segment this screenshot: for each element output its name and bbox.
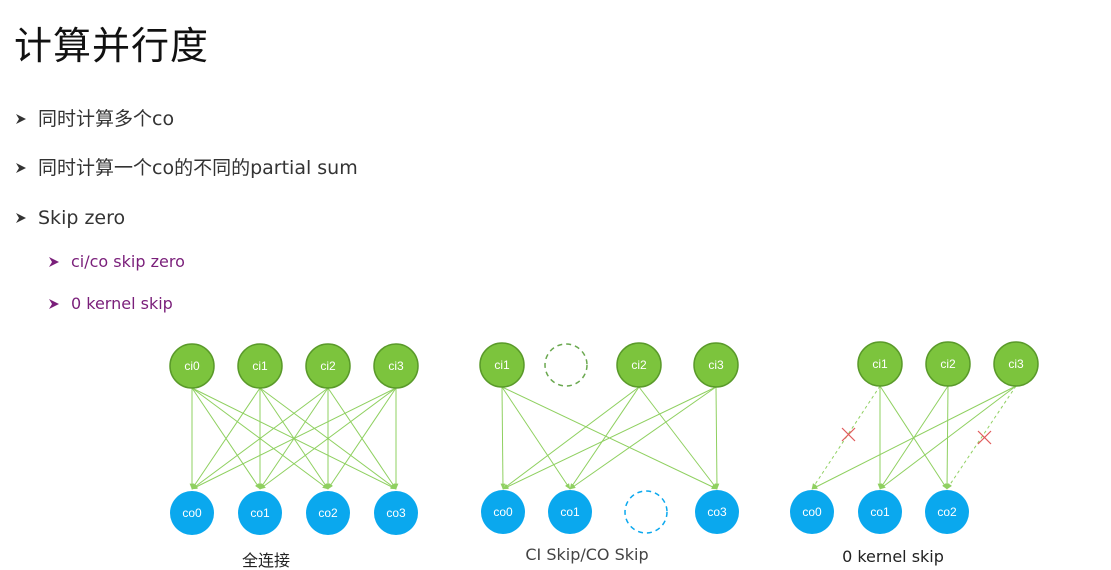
ci-node-skipped (544, 343, 588, 387)
co-node: co1 (238, 491, 282, 535)
node-label: co2 (937, 505, 957, 519)
bullet-item: 同时计算多个co (14, 106, 174, 132)
node-label: co2 (318, 506, 338, 520)
bullet-item: Skip zero (14, 205, 125, 231)
ci-node: ci1 (479, 342, 525, 388)
node-label: ci3 (388, 359, 404, 373)
node-label: co3 (707, 505, 727, 519)
diagram-zero-kernel-skip: ci1 ci2 ci3 co0 co1 co2 0 kernel skip (790, 341, 1039, 566)
co-node: co2 (925, 490, 969, 534)
ci-node: ci3 (693, 342, 739, 388)
arrow-bullet-icon (49, 299, 59, 309)
diagram-full-connect: ci0 ci1 ci2 ci3 co0 co1 co2 co3 (169, 343, 419, 570)
ci-node: ci2 (305, 343, 351, 389)
node-label: co0 (493, 505, 513, 519)
node-label: co0 (182, 506, 202, 520)
node-label: ci2 (940, 357, 956, 371)
skip-x-icon (977, 430, 992, 445)
bullet-text: 同时计算一个co的不同的partial sum (38, 157, 358, 179)
node-label: ci1 (872, 357, 888, 371)
diagram-caption: CI Skip/CO Skip (525, 545, 648, 564)
sub-bullet-item: 0 kernel skip (48, 293, 173, 315)
ci-node: ci1 (857, 341, 903, 387)
co-node: co1 (858, 490, 902, 534)
node-label: ci1 (252, 359, 268, 373)
node-label: co3 (386, 506, 406, 520)
bullet-text: Skip zero (38, 207, 126, 229)
sub-bullet-text: 0 kernel skip (71, 294, 173, 313)
slide-title: 计算并行度 (14, 24, 210, 68)
node-label: co0 (802, 505, 822, 519)
node-label: co1 (870, 505, 890, 519)
bullet-text: 同时计算多个co (38, 108, 175, 130)
ci-node: ci1 (237, 343, 283, 389)
ci-node: ci2 (616, 342, 662, 388)
sub-bullet-item: ci/co skip zero (48, 251, 185, 273)
ci-node: ci0 (169, 343, 215, 389)
arrow-bullet-icon (16, 114, 26, 124)
arrow-bullet-icon (16, 163, 26, 173)
diagram-caption: 0 kernel skip (842, 547, 944, 566)
node-label: ci3 (708, 358, 724, 372)
node-label: ci0 (184, 359, 200, 373)
ci-node: ci3 (993, 341, 1039, 387)
co-node: co2 (306, 491, 350, 535)
co-node: co3 (374, 491, 418, 535)
diagram-caption: 全连接 (242, 551, 290, 570)
node-label: ci2 (631, 358, 647, 372)
sub-bullet-text: ci/co skip zero (71, 252, 185, 271)
co-node: co0 (790, 490, 834, 534)
ci-node: ci3 (373, 343, 419, 389)
arrow-bullet-icon (49, 257, 59, 267)
co-node: co0 (481, 490, 525, 534)
node-label: co1 (560, 505, 580, 519)
co-node: co1 (548, 490, 592, 534)
ci-node: ci2 (925, 341, 971, 387)
node-label: ci3 (1008, 357, 1024, 371)
node-label: ci1 (494, 358, 510, 372)
co-node: co0 (170, 491, 214, 535)
arrow-bullet-icon (16, 213, 26, 223)
node-label: co1 (250, 506, 270, 520)
diagram-ci-co-skip: ci1 ci2 ci3 co0 co1 co3 CI Skip/CO Skip (479, 342, 739, 564)
co-node: co3 (695, 490, 739, 534)
co-node-skipped (624, 490, 668, 534)
node-label: ci2 (320, 359, 336, 373)
bullet-item: 同时计算一个co的不同的partial sum (14, 155, 358, 181)
skip-x-icon (841, 427, 856, 442)
